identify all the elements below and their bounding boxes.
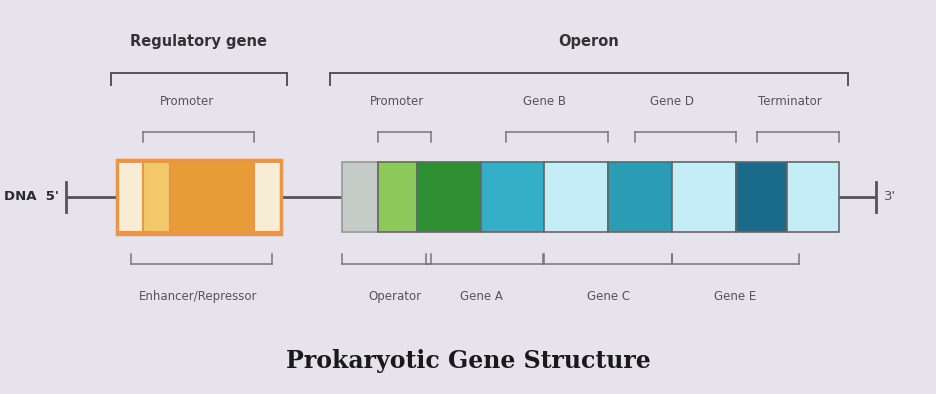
FancyBboxPatch shape (417, 162, 480, 232)
FancyBboxPatch shape (254, 162, 281, 232)
FancyBboxPatch shape (377, 162, 417, 232)
Text: Gene D: Gene D (650, 95, 693, 108)
Text: Gene E: Gene E (713, 290, 756, 303)
FancyBboxPatch shape (671, 162, 735, 232)
Text: Gene C: Gene C (586, 290, 629, 303)
Text: 3': 3' (883, 191, 895, 203)
Text: Prokaryotic Gene Structure: Prokaryotic Gene Structure (285, 349, 651, 372)
Text: Terminator: Terminator (757, 95, 821, 108)
FancyBboxPatch shape (735, 162, 786, 232)
FancyBboxPatch shape (117, 162, 143, 232)
FancyBboxPatch shape (607, 162, 671, 232)
FancyBboxPatch shape (544, 162, 607, 232)
Text: DNA  5': DNA 5' (4, 191, 59, 203)
Text: Enhancer/Repressor: Enhancer/Repressor (139, 290, 256, 303)
Text: Promoter: Promoter (370, 95, 424, 108)
Text: Operator: Operator (369, 290, 421, 303)
FancyBboxPatch shape (169, 162, 254, 232)
Text: Operon: Operon (558, 34, 619, 49)
FancyBboxPatch shape (786, 162, 838, 232)
Text: Regulatory gene: Regulatory gene (130, 34, 267, 49)
FancyBboxPatch shape (342, 162, 377, 232)
FancyBboxPatch shape (143, 162, 169, 232)
FancyBboxPatch shape (480, 162, 544, 232)
Text: Promoter: Promoter (160, 95, 214, 108)
Text: Gene B: Gene B (522, 95, 565, 108)
Text: Gene A: Gene A (460, 290, 503, 303)
